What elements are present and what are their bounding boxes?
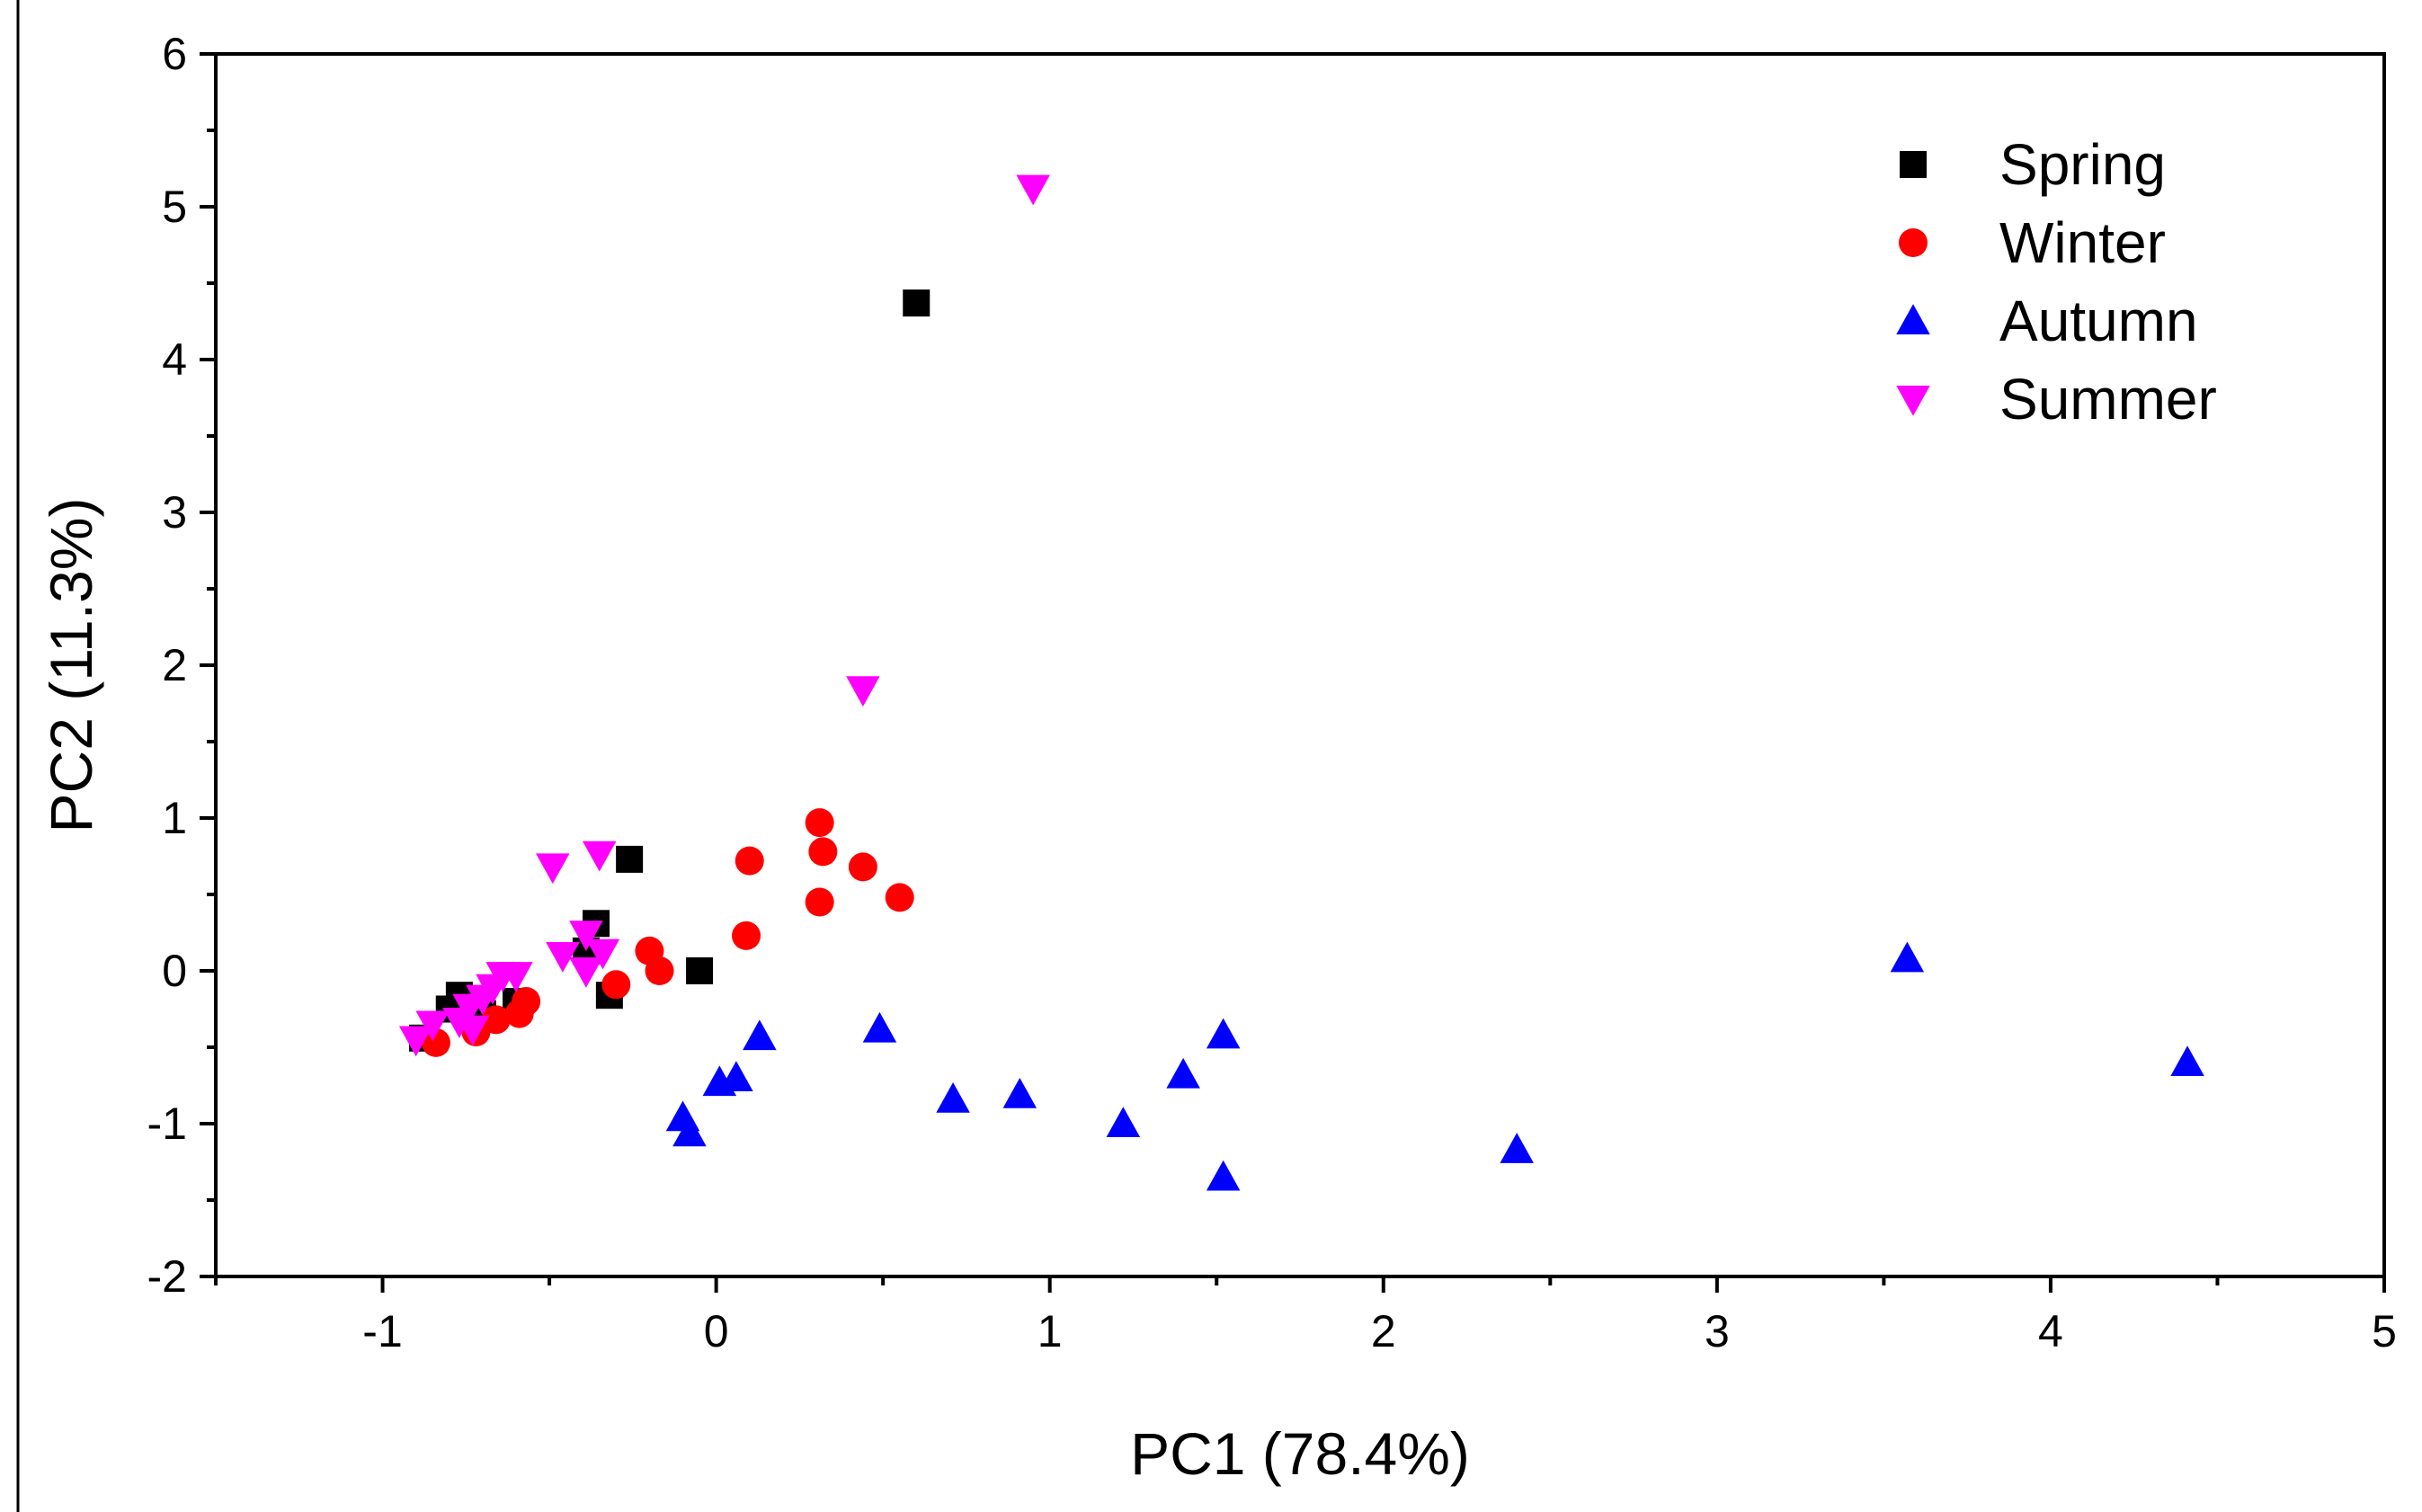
winter-point (645, 956, 674, 985)
x-tick-label: 2 (1371, 1306, 1396, 1356)
series-autumn (665, 941, 2204, 1191)
autumn-point (1500, 1133, 1534, 1163)
autumn-point (1002, 1077, 1037, 1108)
winter-point (805, 808, 834, 838)
y-tick-label: -2 (147, 1251, 187, 1302)
data-points (398, 174, 2204, 1191)
legend-item-winter: Winter (1899, 210, 2166, 275)
summer-point (585, 938, 620, 970)
x-axis-tick-labels: -1 0 1 2 3 4 5 (362, 1306, 2397, 1356)
spring-point (686, 957, 714, 984)
y-tick-label: -1 (147, 1098, 187, 1149)
summer-point (1016, 174, 1050, 206)
summer-point (846, 676, 880, 707)
x-tick-label: 4 (2038, 1306, 2063, 1356)
autumn-point (743, 1019, 777, 1051)
y-axis-title: PC2 (11.3%) (38, 498, 104, 833)
spring-point (903, 289, 931, 317)
x-tick-label: 0 (704, 1306, 729, 1356)
autumn-point (862, 1011, 897, 1043)
winter-point (735, 846, 764, 876)
y-tick-label: 5 (162, 182, 187, 232)
y-axis-ticks (200, 52, 216, 1278)
winter-point (504, 999, 534, 1028)
summer-point (569, 921, 603, 951)
winter-point (601, 970, 631, 1000)
winter-point (421, 1027, 450, 1057)
legend-label: Summer (1999, 367, 2217, 431)
summer-point (499, 962, 533, 992)
autumn-point (1890, 941, 1925, 973)
summer-point (398, 1026, 433, 1057)
autumn-point (2170, 1045, 2204, 1076)
winter-point (885, 883, 914, 912)
y-tick-label: 4 (162, 334, 187, 385)
autumn-point (672, 1116, 707, 1147)
winter-point (805, 887, 834, 917)
summer-point (582, 840, 617, 872)
x-tick-label: 3 (1705, 1306, 1730, 1356)
y-tick-label: 6 (162, 29, 187, 79)
legend-marker-winter (1899, 228, 1928, 257)
summer-point (455, 1015, 490, 1046)
winter-point (732, 921, 761, 950)
legend-marker-summer (1896, 386, 1930, 416)
series-summer (398, 174, 1050, 1057)
legend-item-spring: Spring (1900, 132, 2166, 197)
legend-marker-spring (1900, 151, 1927, 178)
y-tick-label: 3 (162, 487, 187, 538)
legend-marker-autumn (1896, 304, 1930, 334)
summer-point (536, 853, 570, 885)
legend-item-autumn: Autumn (1896, 289, 2198, 353)
autumn-point (936, 1082, 970, 1113)
legend-label: Spring (1999, 132, 2166, 197)
x-tick-label: 1 (1037, 1306, 1063, 1356)
x-axis-title: PC1 (78.4%) (1130, 1420, 1470, 1487)
legend-label: Winter (1999, 210, 2166, 275)
autumn-point (1206, 1018, 1241, 1049)
autumn-point (702, 1065, 737, 1097)
y-tick-label: 2 (162, 640, 187, 690)
legend-item-summer: Summer (1896, 367, 2217, 431)
series-winter (421, 808, 914, 1057)
x-axis-ticks (214, 1276, 2386, 1293)
summer-point (569, 957, 603, 988)
summer-point (442, 1008, 476, 1038)
summer-point (546, 942, 580, 973)
autumn-point (1106, 1107, 1141, 1137)
legend-label: Autumn (1999, 289, 2198, 353)
legend: Spring Winter Autumn Summer (1896, 132, 2217, 431)
winter-point (808, 837, 838, 867)
x-tick-label: 5 (2372, 1306, 2397, 1356)
y-tick-label: 0 (162, 946, 187, 996)
series-spring (409, 289, 931, 1052)
summer-point (415, 1010, 450, 1042)
y-axis-tick-labels: -2 -1 0 1 2 3 4 5 6 (147, 29, 187, 1302)
winter-point (848, 852, 877, 882)
autumn-point (1206, 1160, 1241, 1191)
autumn-point (1166, 1057, 1200, 1089)
x-tick-label: -1 (362, 1306, 402, 1356)
spring-point (616, 845, 644, 873)
y-tick-label: 1 (162, 793, 187, 843)
